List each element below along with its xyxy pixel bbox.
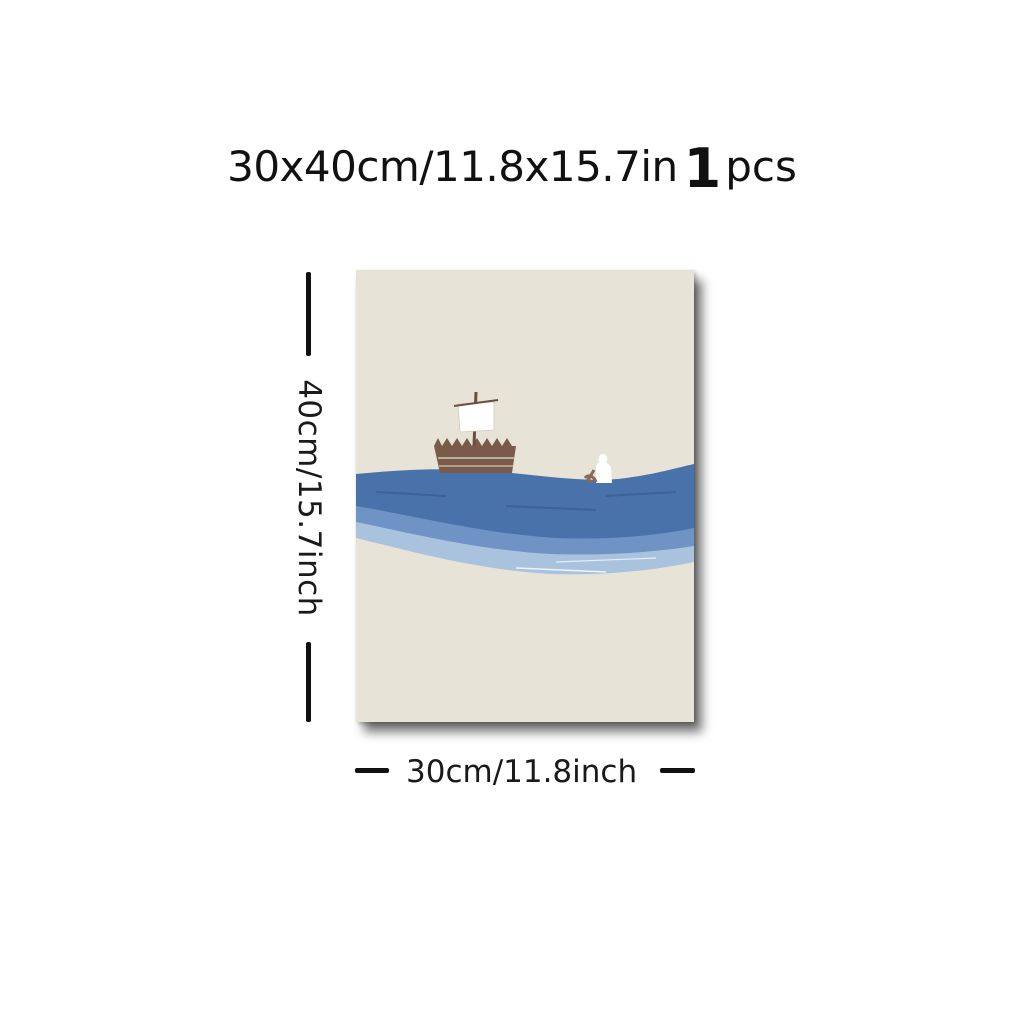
- sailboat: [434, 391, 516, 473]
- height-label: 40cm/15.7inch: [291, 379, 327, 617]
- size-quantity-headline: 30x40cm/11.8x15.7in 1pcs: [0, 136, 1024, 196]
- seascape-artwork: [356, 270, 694, 722]
- width-label: 30cm/11.8inch: [406, 754, 638, 790]
- width-marker-left: [355, 768, 389, 773]
- height-marker-bottom: [306, 642, 311, 722]
- quantity-number: 1: [683, 137, 722, 200]
- canvas-print: [356, 270, 694, 722]
- width-marker-right: [660, 768, 695, 773]
- height-marker-top: [306, 272, 311, 356]
- size-text: 30x40cm/11.8x15.7in: [227, 142, 678, 191]
- quantity-unit: pcs: [725, 142, 797, 191]
- figure-in-water: [583, 454, 612, 484]
